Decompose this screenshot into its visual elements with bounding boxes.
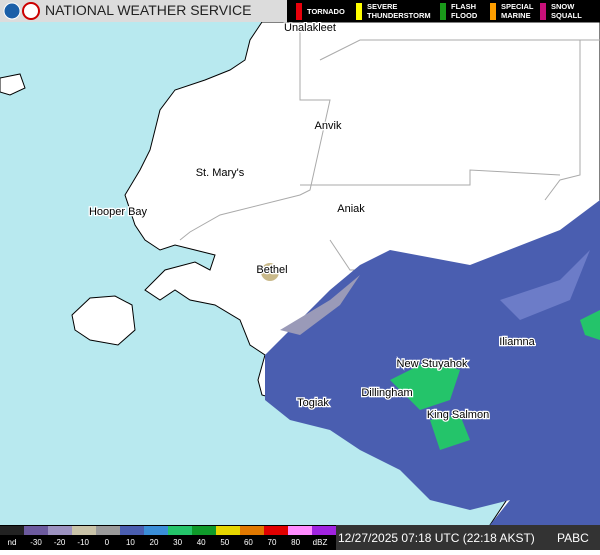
place-label: St. Mary's (196, 167, 245, 179)
nws-logo (22, 2, 40, 20)
nunivak-island (71, 295, 136, 346)
scale-swatch (192, 526, 216, 535)
place-label: Unalakleet (284, 22, 336, 34)
warning-label: MARINE (501, 11, 531, 20)
warning-label: SPECIAL (501, 2, 534, 11)
scale-label: 50 (220, 538, 229, 547)
warning-swatch (490, 3, 496, 20)
place-label: Aniak (337, 203, 365, 215)
scale-swatch (216, 526, 240, 535)
scale-label: 70 (268, 538, 277, 547)
warning-swatch (440, 3, 446, 20)
warning-swatch (540, 3, 546, 20)
place-label: Togiak (297, 397, 329, 409)
scale-label: -30 (30, 538, 42, 547)
place-labels: Unalakleet Anvik St. Mary's Hooper Bay Aniak… (88, 21, 537, 423)
place-label: Anvik (315, 120, 342, 132)
header-bar (0, 0, 287, 22)
color-scale: nd -30 -20 -10 0 10 20 30 40 50 60 70 80 dBZ (0, 526, 336, 547)
scale-swatch (24, 526, 48, 535)
scale-label: 10 (126, 538, 135, 547)
scale-swatch (48, 526, 72, 535)
scale-swatch (72, 526, 96, 535)
place-label: Hooper Bay (89, 206, 148, 218)
scale-label: 60 (244, 538, 253, 547)
warning-label: SQUALL (551, 11, 582, 20)
place-label: Dillingham (361, 387, 412, 399)
scale-label: -10 (77, 538, 89, 547)
warning-label: SNOW (551, 2, 575, 11)
island (0, 73, 26, 96)
scale-swatch (264, 526, 288, 535)
scale-label: 0 (105, 538, 110, 547)
warning-label: TORNADO (307, 7, 345, 16)
scale-swatch (144, 526, 168, 535)
scale-label: nd (8, 538, 17, 547)
scale-swatch (168, 526, 192, 535)
place-label: King Salmon (427, 409, 489, 421)
station-id: PABC (557, 531, 589, 545)
warning-label: FLOOD (451, 11, 478, 20)
ground-clutter (261, 263, 279, 281)
warning-label: SEVERE (367, 2, 397, 11)
scale-label: 80 (291, 538, 300, 547)
scale-label: dBZ (313, 538, 328, 547)
warning-swatch (296, 3, 302, 20)
status-bar (336, 525, 600, 550)
scale-swatch (0, 526, 24, 535)
place-label: Bethel (256, 264, 287, 276)
noaa-logo (3, 2, 21, 20)
scale-swatch (120, 526, 144, 535)
warning-label: FLASH (451, 2, 476, 11)
place-label: New Stuyahok (397, 358, 468, 370)
warning-label: THUNDERSTORM (367, 11, 431, 20)
timestamp: 12/27/2025 07:18 UTC (22:18 AKST) (338, 531, 535, 545)
header-title: NATIONAL WEATHER SERVICE (45, 2, 251, 18)
scale-label: 30 (173, 538, 182, 547)
scale-swatch (288, 526, 312, 535)
scale-label: 40 (197, 538, 206, 547)
scale-swatch (240, 526, 264, 535)
warning-swatch (356, 3, 362, 20)
radar-echoes (265, 200, 600, 525)
scale-swatch (312, 526, 336, 535)
place-label: Iliamna (499, 336, 535, 348)
scale-swatch (96, 526, 120, 535)
scale-label: -20 (54, 538, 66, 547)
scale-label: 20 (150, 538, 159, 547)
